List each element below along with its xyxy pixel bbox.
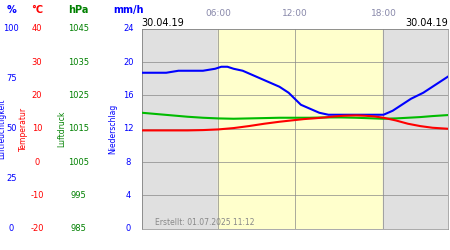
Text: 1015: 1015 xyxy=(68,124,89,133)
Text: 995: 995 xyxy=(71,191,86,200)
Text: 30.04.19: 30.04.19 xyxy=(405,18,448,28)
Text: Luftdruck: Luftdruck xyxy=(58,110,67,147)
Text: 30.04.19: 30.04.19 xyxy=(142,18,184,28)
Text: 1005: 1005 xyxy=(68,158,89,166)
Text: 4: 4 xyxy=(126,191,131,200)
Text: 30: 30 xyxy=(32,58,42,66)
Text: 12:00: 12:00 xyxy=(282,9,308,18)
Text: 985: 985 xyxy=(71,224,87,233)
Text: 25: 25 xyxy=(6,174,17,183)
Bar xyxy=(383,29,448,229)
Text: -10: -10 xyxy=(30,191,44,200)
Bar xyxy=(218,29,383,229)
Text: 20: 20 xyxy=(32,91,42,100)
Text: Erstellt: 01.07.2025 11:12: Erstellt: 01.07.2025 11:12 xyxy=(155,218,255,227)
Text: 10: 10 xyxy=(32,124,42,133)
Text: 12: 12 xyxy=(123,124,134,133)
Text: 1035: 1035 xyxy=(68,58,89,66)
Text: 20: 20 xyxy=(123,58,134,66)
Bar xyxy=(142,29,218,229)
Text: 75: 75 xyxy=(6,74,17,83)
Text: 1025: 1025 xyxy=(68,91,89,100)
Text: mm/h: mm/h xyxy=(113,5,144,15)
Text: 8: 8 xyxy=(126,158,131,166)
Text: 18:00: 18:00 xyxy=(370,9,396,18)
Text: -20: -20 xyxy=(30,224,44,233)
Text: 0: 0 xyxy=(9,224,14,233)
Text: Temperatur: Temperatur xyxy=(19,107,28,151)
Text: 100: 100 xyxy=(4,24,19,33)
Text: hPa: hPa xyxy=(68,5,89,15)
Text: 50: 50 xyxy=(6,124,17,133)
Text: Niederschlag: Niederschlag xyxy=(108,104,117,154)
Text: Luftfeuchtigkeit: Luftfeuchtigkeit xyxy=(0,98,6,159)
Text: %: % xyxy=(6,5,16,15)
Text: 0: 0 xyxy=(34,158,40,166)
Text: 1045: 1045 xyxy=(68,24,89,33)
Text: 0: 0 xyxy=(126,224,131,233)
Text: °C: °C xyxy=(31,5,43,15)
Text: 40: 40 xyxy=(32,24,42,33)
Text: 16: 16 xyxy=(123,91,134,100)
Text: 06:00: 06:00 xyxy=(205,9,231,18)
Text: 24: 24 xyxy=(123,24,134,33)
